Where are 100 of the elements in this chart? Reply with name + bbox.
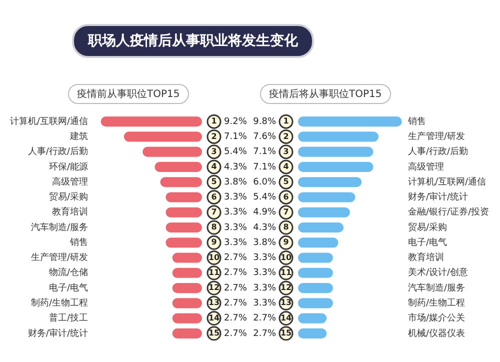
data-label: 2.7% bbox=[224, 298, 248, 309]
bar bbox=[298, 238, 338, 248]
chart-title: 职场人疫情后从事职业将发生变化 bbox=[72, 24, 314, 58]
text: 15 bbox=[208, 328, 220, 338]
y-tick-label: 教育培训 bbox=[52, 206, 88, 218]
text: 2 bbox=[283, 132, 289, 141]
text: 7 bbox=[283, 207, 289, 216]
bar bbox=[298, 132, 379, 142]
bar bbox=[166, 207, 202, 218]
bar bbox=[298, 177, 362, 188]
y-tick-label: 人事/行政/后勤 bbox=[408, 146, 468, 158]
data-label: 3.3% bbox=[224, 192, 248, 203]
text: 15 bbox=[280, 328, 292, 338]
bar bbox=[298, 222, 344, 233]
text: 1 bbox=[211, 116, 218, 126]
text: 12 bbox=[208, 283, 220, 292]
text: 3 bbox=[211, 146, 217, 156]
data-label: 7.1% bbox=[224, 132, 248, 142]
bar bbox=[298, 192, 356, 202]
chart-title: 疫情后将从事职位TOP15 bbox=[260, 84, 391, 104]
bar bbox=[298, 283, 333, 294]
y-tick-label: 贸易/采购 bbox=[408, 222, 448, 233]
y-tick-label: 计算机/互联网/通信 bbox=[10, 116, 88, 127]
text: 11 bbox=[208, 268, 220, 277]
data-label: 2.7% bbox=[224, 314, 248, 324]
data-label: 5.4% bbox=[224, 147, 248, 158]
data-label: 3.3% bbox=[253, 268, 276, 278]
y-tick-label: 汽车制造/服务 bbox=[408, 282, 466, 294]
text: 12 bbox=[280, 283, 292, 292]
y-tick-label: 制药/生物工程 bbox=[408, 298, 466, 309]
data-label: 7.1% bbox=[253, 162, 276, 172]
text: 10 bbox=[280, 252, 292, 262]
data-label: 3.3% bbox=[253, 283, 276, 294]
data-label: 3.3% bbox=[253, 298, 276, 309]
data-label: 3.3% bbox=[224, 208, 248, 218]
bar bbox=[166, 238, 202, 248]
y-tick-label: 生产管理/研发 bbox=[30, 252, 88, 264]
text: 5 bbox=[283, 177, 290, 186]
y-tick-label: 财务/审计/统计 bbox=[28, 328, 88, 339]
data-label: 2.7% bbox=[253, 328, 276, 339]
y-tick-label: 金融/银行/证券/投资 bbox=[408, 206, 490, 218]
bar bbox=[154, 162, 202, 172]
data-label: 7.1% bbox=[253, 147, 276, 158]
y-tick-label: 物流/仓储 bbox=[48, 267, 88, 278]
text: 11 bbox=[280, 268, 292, 277]
data-label: 3.3% bbox=[253, 253, 276, 264]
text: 14 bbox=[208, 313, 220, 322]
data-label: 5.4% bbox=[253, 192, 276, 203]
data-label: 6.0% bbox=[253, 177, 276, 188]
data-label: 2.7% bbox=[253, 314, 276, 324]
y-tick-label: 制药/生物工程 bbox=[30, 298, 88, 309]
y-tick-label: 市场/媒介公关 bbox=[408, 312, 466, 324]
text: 8 bbox=[211, 222, 218, 232]
data-label: 9.2% bbox=[224, 116, 248, 127]
text: 9 bbox=[211, 238, 218, 247]
y-tick-label: 教育培训 bbox=[408, 252, 444, 264]
data-label: 4.3% bbox=[224, 162, 248, 172]
bar bbox=[298, 298, 333, 308]
data-label: 2.7% bbox=[224, 268, 248, 278]
text: 6 bbox=[283, 192, 290, 202]
y-tick-label: 高级管理 bbox=[408, 161, 444, 172]
bar bbox=[160, 177, 202, 188]
data-label: 3.8% bbox=[253, 238, 276, 248]
text: 5 bbox=[211, 177, 218, 186]
text: 1 bbox=[283, 116, 290, 126]
text: 2 bbox=[211, 132, 217, 141]
y-tick-label: 美术/设计/创意 bbox=[408, 267, 468, 278]
y-tick-label: 电子/电气 bbox=[48, 282, 88, 294]
text: 8 bbox=[283, 222, 290, 232]
bar bbox=[100, 116, 202, 127]
bar bbox=[166, 192, 202, 202]
text: 13 bbox=[280, 298, 292, 308]
text: 13 bbox=[208, 298, 220, 308]
data-label: 9.8% bbox=[253, 116, 276, 127]
text: 4 bbox=[211, 162, 218, 172]
y-tick-label: 人事/行政/后勤 bbox=[28, 146, 88, 158]
text: 10 bbox=[208, 252, 220, 262]
data-label: 2.7% bbox=[224, 283, 248, 294]
data-label: 4.9% bbox=[253, 208, 276, 218]
y-tick-label: 高级管理 bbox=[52, 176, 88, 188]
y-tick-label: 销售 bbox=[69, 236, 88, 248]
bar bbox=[298, 116, 402, 127]
bar bbox=[298, 268, 333, 278]
y-tick-label: 建筑 bbox=[69, 131, 88, 142]
y-tick-label: 电子/电气 bbox=[408, 236, 448, 248]
data-label: 7.6% bbox=[253, 132, 276, 142]
bar bbox=[124, 132, 202, 142]
text: 9 bbox=[283, 238, 290, 247]
data-label: 2.7% bbox=[224, 253, 248, 264]
chart-subtitle: 疫情前从事职位TOP15 bbox=[68, 84, 189, 104]
bar bbox=[298, 252, 333, 263]
text: 3 bbox=[283, 146, 289, 156]
text: 6 bbox=[211, 192, 218, 202]
data-label: 2.7% bbox=[224, 328, 248, 339]
y-tick-label: 汽车制造/服务 bbox=[30, 222, 88, 233]
y-tick-label: 贸易/采购 bbox=[48, 192, 88, 203]
y-tick-label: 财务/审计/统计 bbox=[408, 192, 468, 203]
text: 4 bbox=[283, 162, 290, 172]
bar bbox=[298, 162, 374, 172]
data-label: 3.3% bbox=[224, 222, 248, 233]
